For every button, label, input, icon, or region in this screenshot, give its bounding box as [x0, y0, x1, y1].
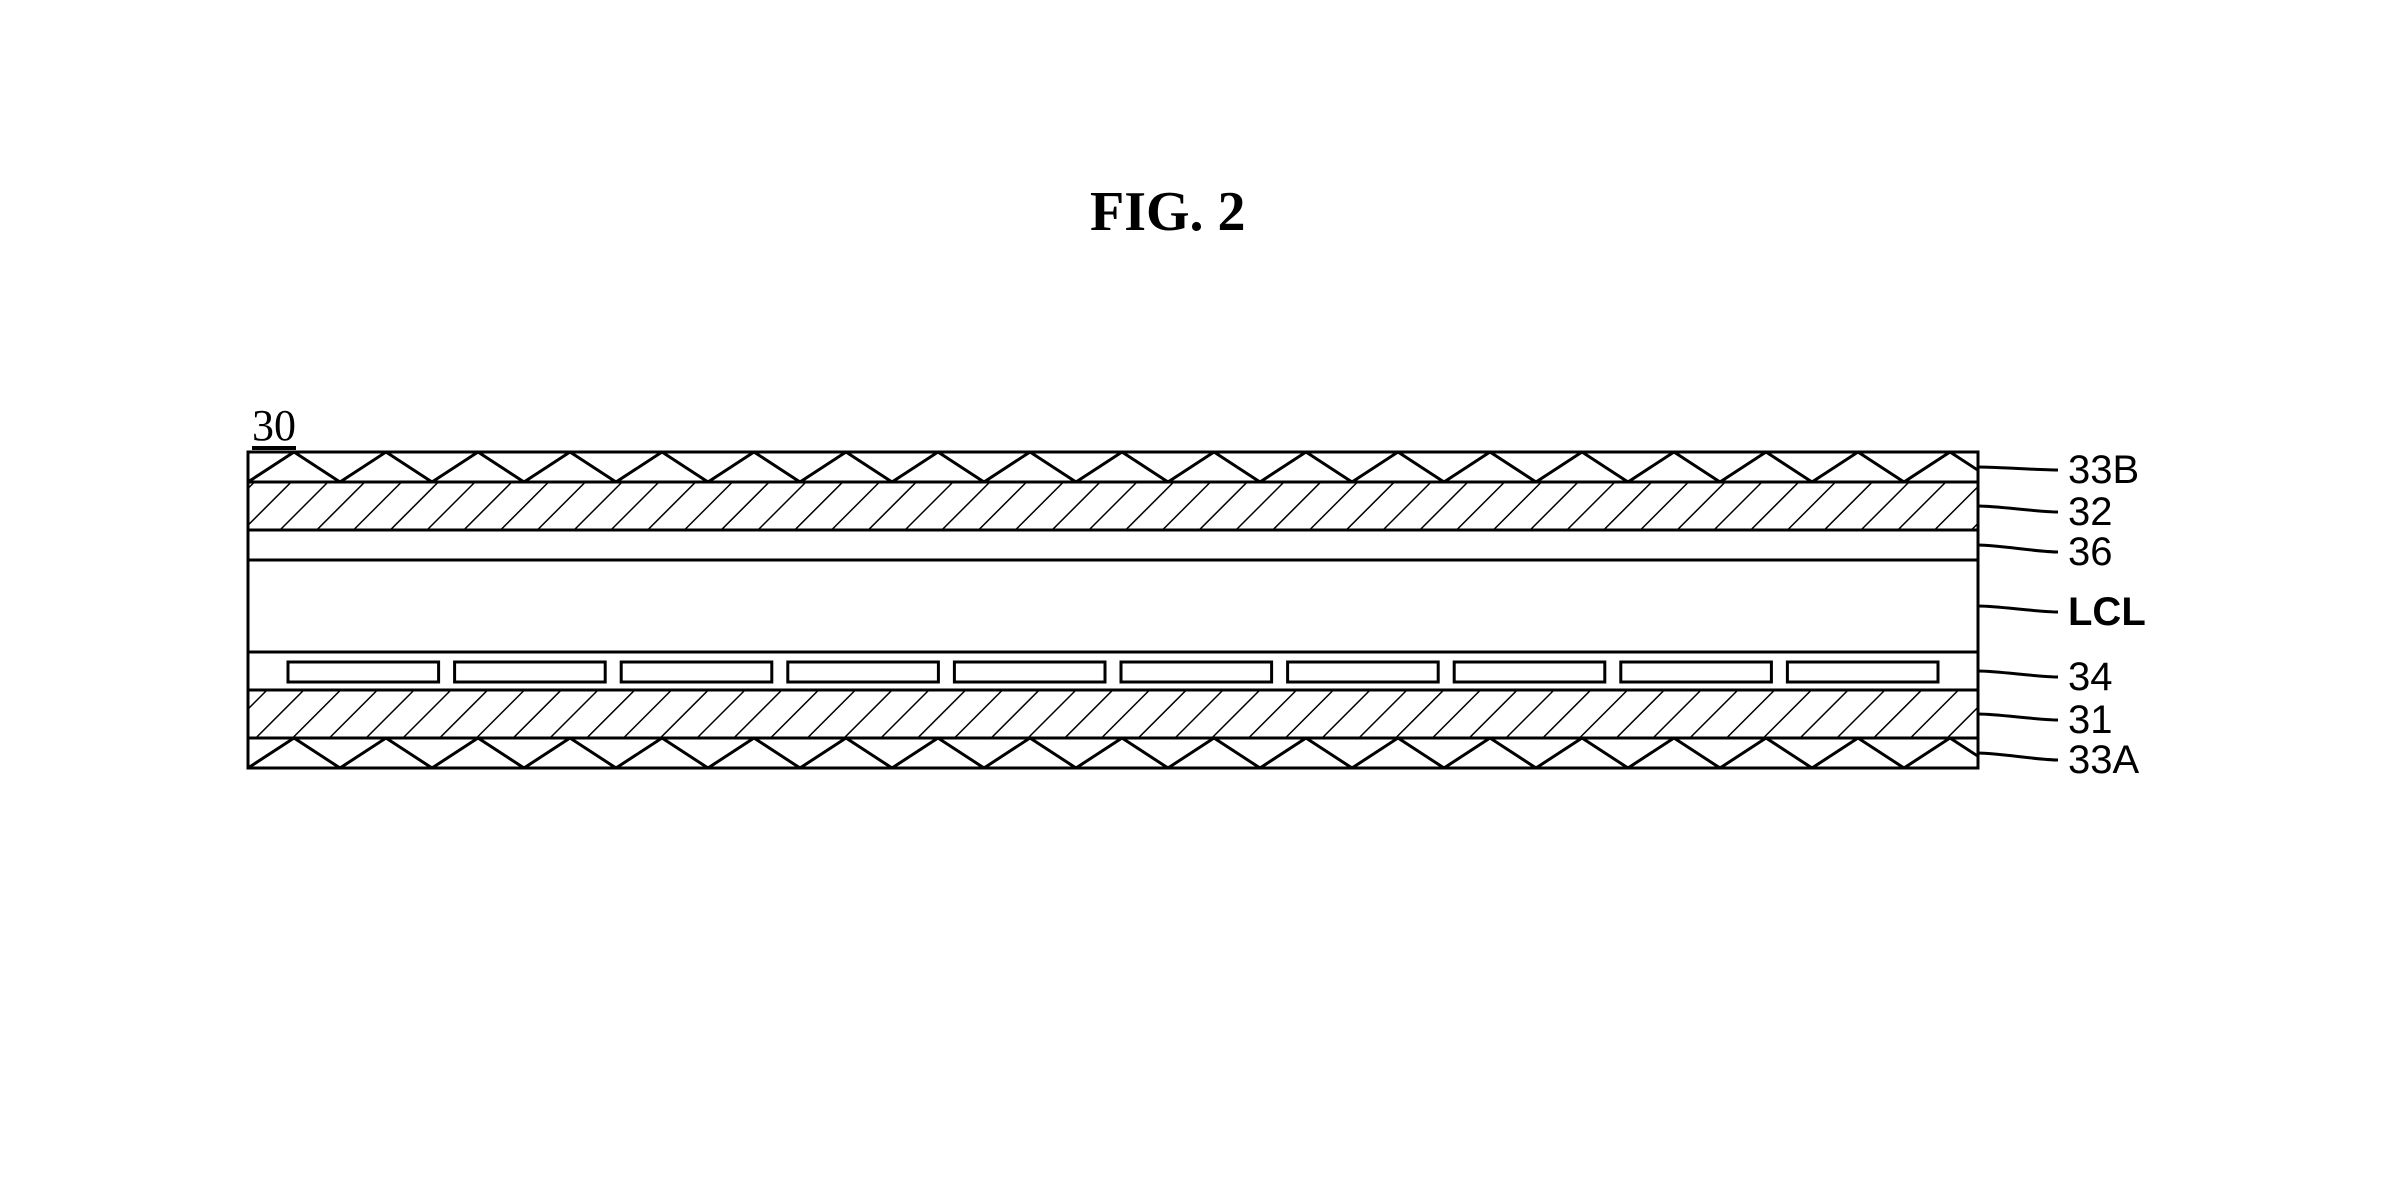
- layer-label-32: 32: [2068, 490, 2113, 535]
- layer-label-LCL: LCL: [2068, 590, 2146, 635]
- layer-LCL: [248, 560, 1978, 652]
- leader-line-34: [1978, 671, 2058, 677]
- leader-line-36: [1978, 545, 2058, 552]
- cross-section-diagram: [0, 0, 2394, 1203]
- leader-line-LCL: [1978, 606, 2058, 612]
- electrode-segment: [1121, 662, 1272, 682]
- electrode-segment: [288, 662, 439, 682]
- layer-label-33B: 33B: [2068, 448, 2139, 493]
- layer-label-34: 34: [2068, 655, 2113, 700]
- electrode-segment: [788, 662, 939, 682]
- layer-label-36: 36: [2068, 530, 2113, 575]
- electrode-segment: [1787, 662, 1938, 682]
- figure-canvas: FIG. 2 30 33B3236LCL343133A: [0, 0, 2394, 1203]
- electrode-segment: [954, 662, 1105, 682]
- leader-line-33B: [1978, 467, 2058, 470]
- leader-line-33A: [1978, 753, 2058, 760]
- electrode-segment: [1621, 662, 1772, 682]
- layer-label-31: 31: [2068, 698, 2113, 743]
- layer-36: [248, 530, 1978, 560]
- electrode-segment: [621, 662, 772, 682]
- electrode-segment: [455, 662, 606, 682]
- electrode-segment: [1288, 662, 1439, 682]
- electrode-segment: [1454, 662, 1605, 682]
- leader-line-31: [1978, 714, 2058, 720]
- leader-line-32: [1978, 506, 2058, 512]
- layer-label-33A: 33A: [2068, 738, 2139, 783]
